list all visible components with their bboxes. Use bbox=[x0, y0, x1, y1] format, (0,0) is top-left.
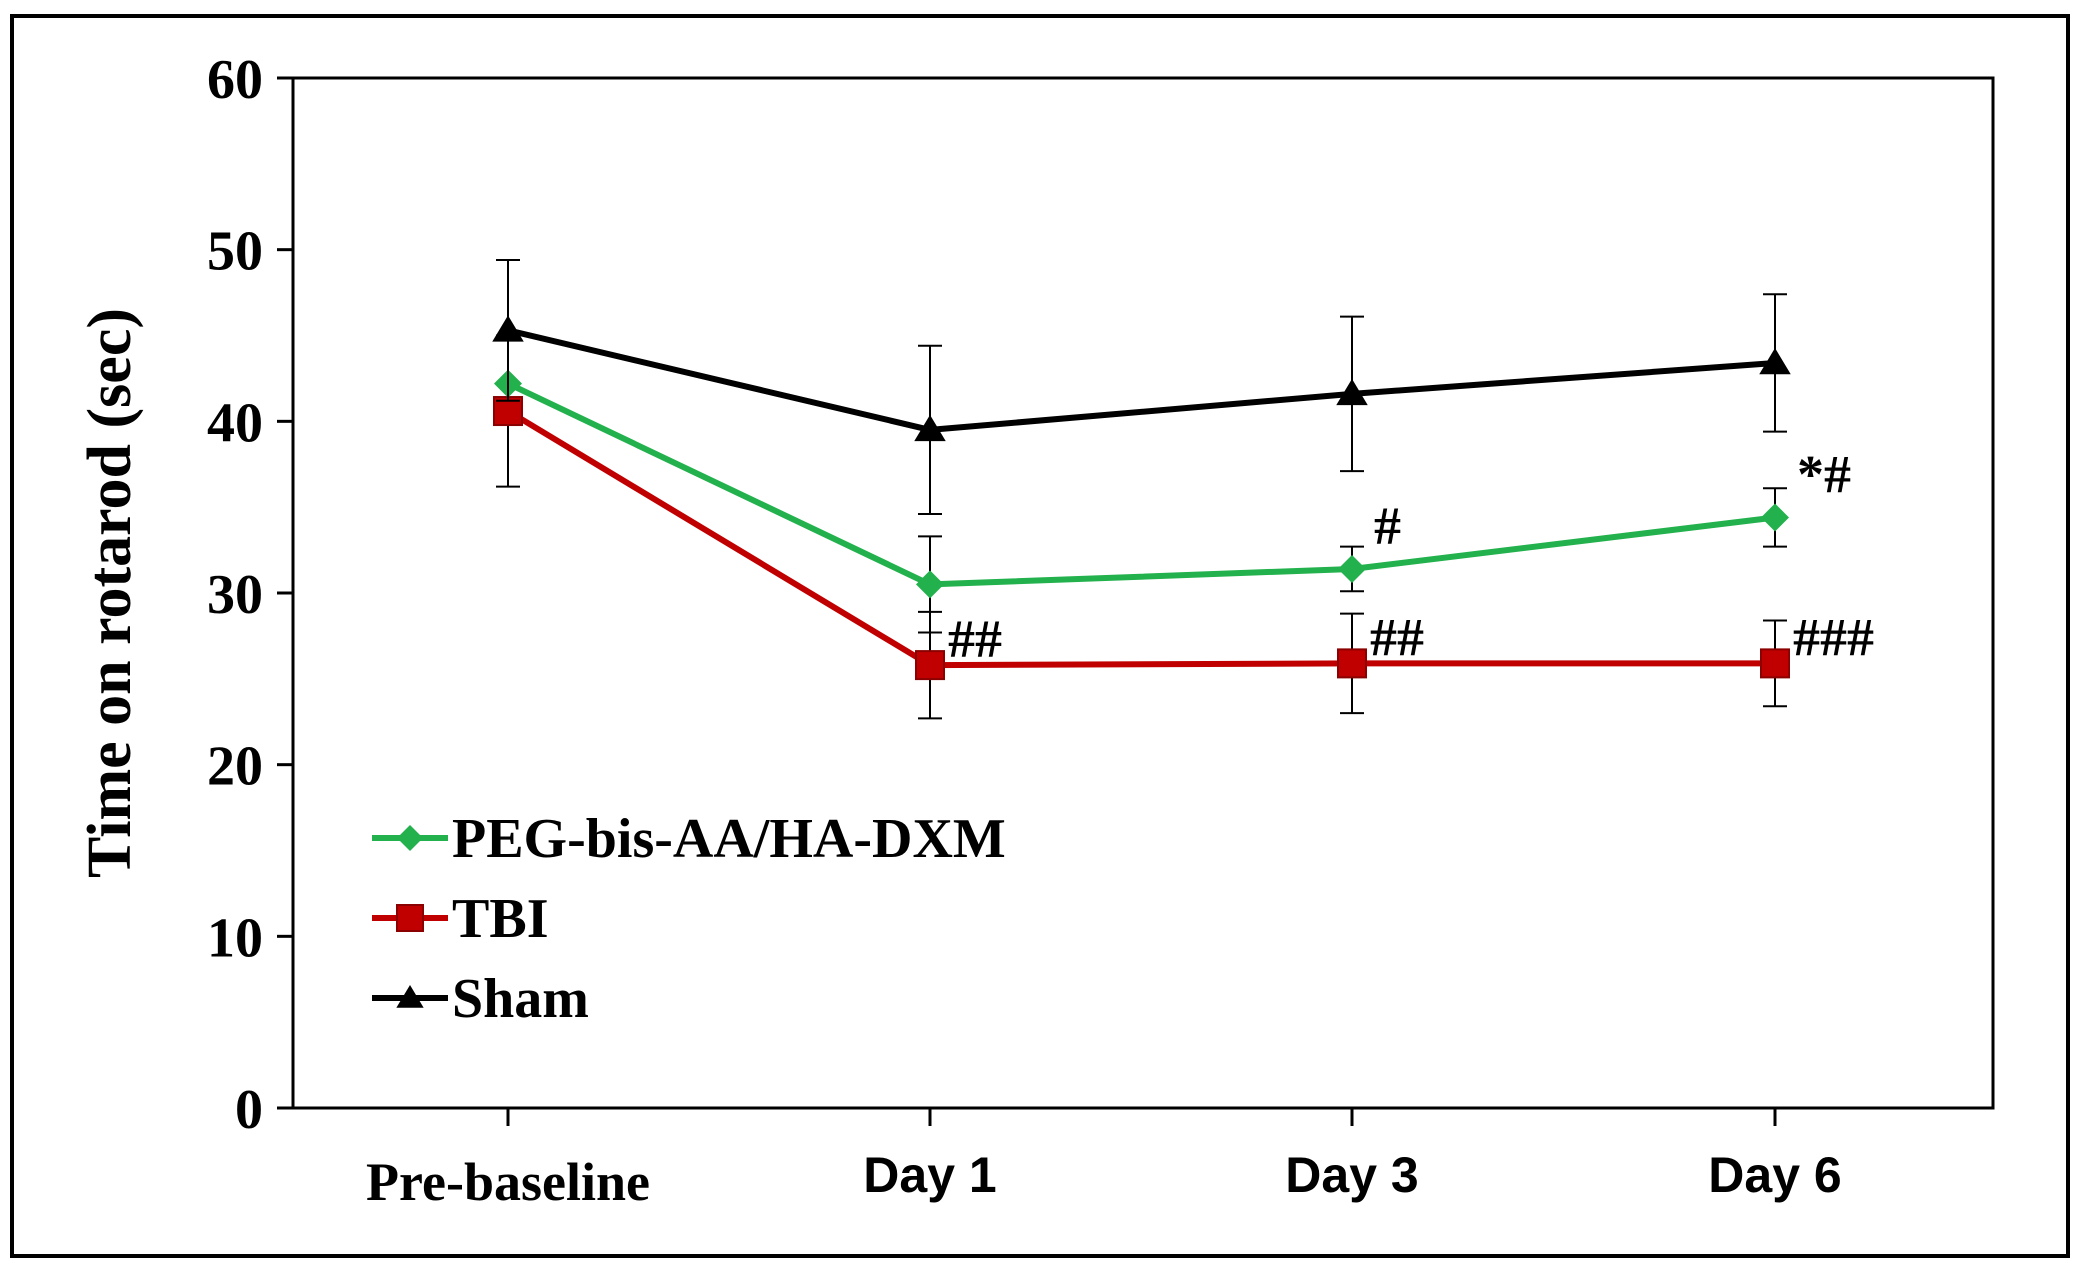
legend-item: PEG-bis-AA/HA-DXM bbox=[372, 808, 1006, 870]
legend-item: TBI bbox=[372, 888, 549, 950]
legend-item: Sham bbox=[372, 968, 589, 1030]
significance-label: ## bbox=[948, 609, 1002, 669]
x-tick-label: Day 6 bbox=[1708, 1147, 1841, 1203]
y-tick-label: 0 bbox=[235, 1079, 263, 1141]
series-line bbox=[506, 380, 1776, 588]
data-point bbox=[1760, 648, 1790, 679]
legend-swatch-marker bbox=[396, 904, 424, 932]
y-tick-label: 10 bbox=[207, 907, 263, 969]
series-peg-bis-aa-ha-dxm bbox=[494, 369, 1789, 634]
data-point bbox=[1336, 378, 1368, 406]
data-point bbox=[914, 414, 946, 442]
data-point bbox=[916, 570, 944, 599]
legend-label: Sham bbox=[452, 968, 589, 1030]
data-point bbox=[492, 315, 524, 342]
series-tbi bbox=[493, 334, 1790, 720]
data-point bbox=[1337, 648, 1367, 679]
y-tick-label: 60 bbox=[207, 49, 263, 111]
series-sham bbox=[492, 258, 1791, 516]
legend-label: TBI bbox=[452, 888, 549, 950]
y-tick-label: 30 bbox=[207, 564, 263, 626]
series-line bbox=[507, 327, 1776, 433]
significance-annotations: #*### ## ### bbox=[948, 444, 1874, 669]
significance-label: # bbox=[1374, 496, 1401, 556]
y-axis-label: Time on rotarod (sec) bbox=[76, 308, 144, 878]
series-line bbox=[506, 408, 1775, 669]
outer-frame bbox=[10, 14, 2070, 1258]
x-axis-ticks: Pre-baseline Day 1 Day 3 Day 6 bbox=[366, 1108, 1842, 1212]
y-axis-ticks: 0 10 20 30 40 50 60 bbox=[207, 49, 293, 1141]
y-tick-label: 50 bbox=[207, 221, 263, 283]
data-point bbox=[1759, 347, 1791, 375]
y-tick-label: 20 bbox=[207, 736, 263, 798]
legend: PEG-bis-AA/HA-DXM TBI Sham bbox=[372, 808, 1006, 1030]
x-tick-label: Pre-baseline bbox=[366, 1152, 650, 1212]
x-tick-label: Day 3 bbox=[1285, 1147, 1418, 1203]
significance-label: ## bbox=[1370, 607, 1424, 667]
data-point bbox=[1338, 554, 1366, 583]
legend-label: PEG-bis-AA/HA-DXM bbox=[452, 808, 1006, 870]
x-tick-label: Day 1 bbox=[863, 1147, 996, 1203]
legend-swatch-marker bbox=[397, 825, 423, 851]
significance-label: ### bbox=[1793, 607, 1874, 667]
data-point bbox=[915, 650, 945, 681]
significance-label: *# bbox=[1797, 444, 1851, 504]
legend-swatch-marker bbox=[396, 985, 424, 1008]
data-point bbox=[1761, 503, 1789, 532]
y-tick-label: 40 bbox=[207, 392, 263, 454]
series-layer bbox=[492, 258, 1791, 720]
